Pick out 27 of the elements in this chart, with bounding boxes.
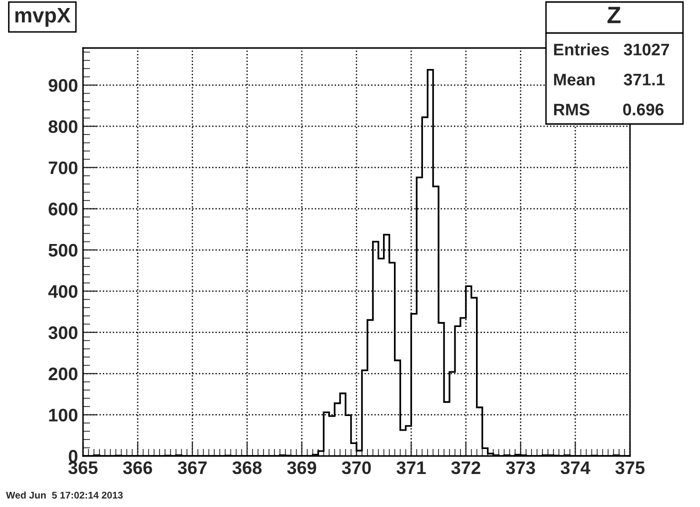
- y-tick-label: 300: [48, 326, 78, 340]
- x-tick-label: 375: [615, 461, 645, 474]
- y-tick-label: 0: [68, 450, 78, 463]
- x-tick-label: 367: [178, 461, 207, 474]
- annotation: Mean 371.1: [554, 74, 665, 86]
- annotation: RMS 0.696: [554, 104, 664, 116]
- text: Wed Jun 5 17:02:14 2013: [6, 491, 123, 499]
- y-tick-label: 400: [48, 285, 78, 298]
- y-tick-label: 800: [48, 120, 78, 134]
- x-tick-label: 370: [342, 461, 371, 474]
- y-tick-label: 900: [48, 79, 78, 92]
- x-tick-label: 371: [396, 461, 426, 474]
- x-tick-label: 369: [287, 461, 316, 474]
- x-tick-label: 365: [68, 461, 98, 474]
- x-tick-label: 374: [560, 461, 590, 474]
- y-tick-label: 500: [48, 244, 78, 257]
- annotation: Entries 31027: [554, 43, 670, 56]
- y-tick-label: 100: [49, 408, 78, 422]
- x-tick-label: 372: [451, 461, 480, 474]
- x-tick-label: 373: [506, 461, 536, 474]
- y-tick-label: 200: [48, 368, 78, 380]
- y-tick-label: 600: [48, 202, 78, 216]
- y-tick-label: 700: [48, 161, 78, 174]
- chart-title: mvpX: [15, 8, 71, 27]
- text: Z: [607, 6, 621, 24]
- x-tick-label: 366: [123, 461, 152, 474]
- x-tick-label: 368: [232, 461, 262, 474]
